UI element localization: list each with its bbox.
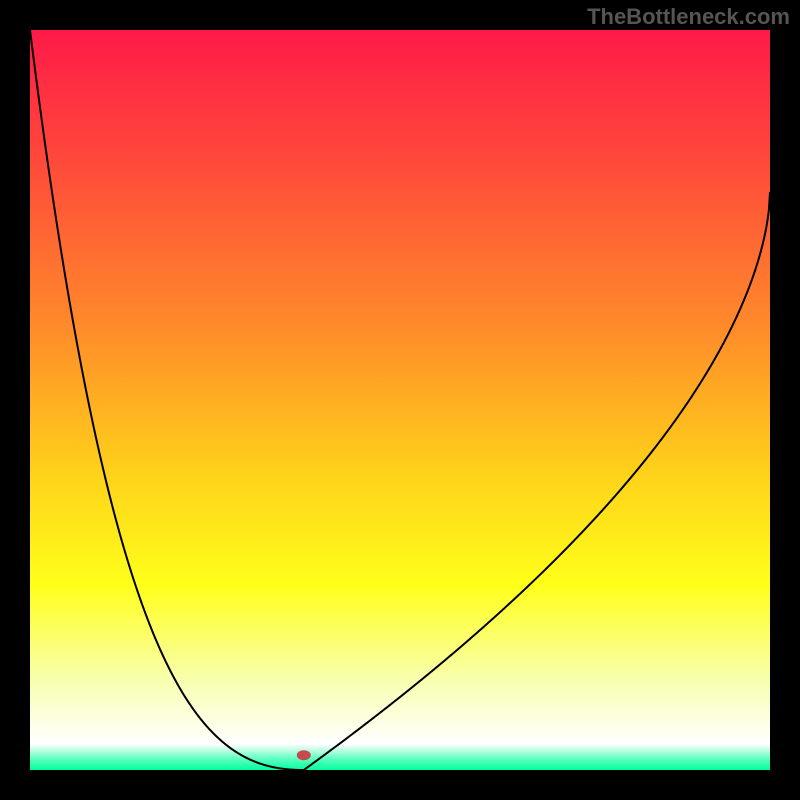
chart-container: TheBottleneck.com <box>0 0 800 800</box>
optimum-marker <box>297 750 311 760</box>
chart-plot-area <box>30 30 770 770</box>
watermark-text: TheBottleneck.com <box>587 4 790 30</box>
bottleneck-chart <box>0 0 800 800</box>
